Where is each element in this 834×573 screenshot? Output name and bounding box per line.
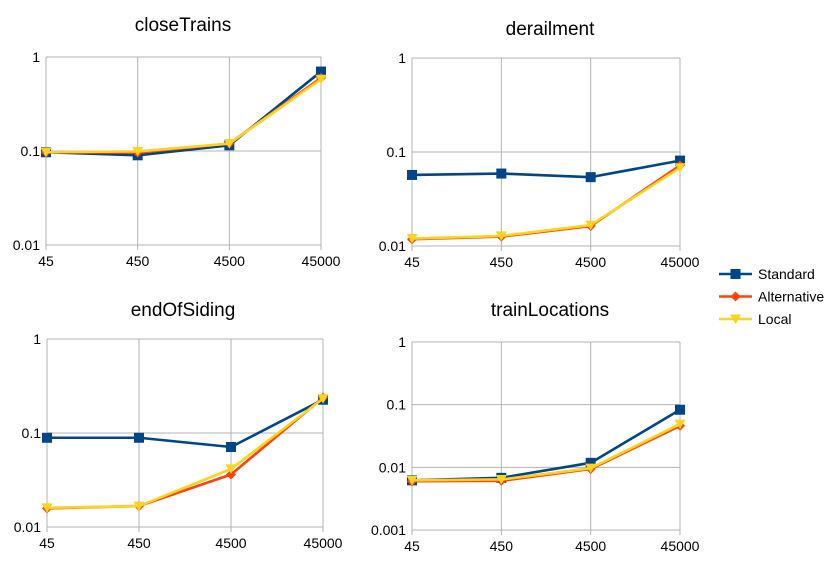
data-point (315, 74, 327, 85)
y-tick-label: 1 (398, 50, 406, 66)
y-tick-label: 1 (32, 49, 40, 65)
x-tick-label: 45 (38, 253, 54, 269)
data-point (316, 66, 326, 77)
x-tick-label: 4500 (575, 538, 606, 554)
data-point (674, 419, 686, 430)
x-tick-label: 450 (490, 254, 514, 270)
y-tick-label: 0.1 (22, 425, 42, 441)
series-line (47, 398, 324, 449)
data-point (495, 474, 507, 485)
series-line (411, 159, 681, 179)
x-tick-label: 4500 (215, 535, 246, 551)
x-tick-label: 4500 (214, 253, 245, 269)
y-tick-label: 1 (33, 331, 41, 347)
data-point (42, 432, 52, 443)
panel-title: derailment (506, 19, 595, 40)
legend-marker (730, 314, 741, 324)
legend-marker (730, 291, 741, 302)
panel-title: closeTrains (135, 15, 231, 36)
data-point (132, 146, 144, 157)
series-line (45, 78, 322, 154)
data-point (585, 172, 596, 183)
data-point (406, 475, 418, 486)
y-tick-label: 0.1 (387, 397, 407, 413)
y-tick-label: 0.01 (379, 459, 406, 475)
legend-marker (730, 269, 741, 279)
series-local (406, 419, 686, 486)
x-tick-label: 450 (127, 535, 151, 551)
panel-title: trainLocations (491, 300, 609, 321)
series-line (46, 397, 324, 510)
data-point (226, 469, 236, 480)
series-line (45, 76, 322, 154)
x-tick-label: 4500 (575, 254, 606, 270)
series-local (41, 394, 329, 513)
data-point (317, 394, 329, 404)
y-tick-label: 0.1 (387, 144, 407, 160)
y-tick-label: 0.001 (371, 522, 406, 538)
legend-label: Local (758, 311, 791, 327)
data-point (585, 463, 597, 474)
x-tick-label: 45 (39, 535, 55, 551)
y-tick-label: 0.1 (21, 143, 41, 159)
data-point (674, 163, 686, 173)
data-point (223, 139, 235, 149)
y-tick-label: 0.01 (14, 519, 41, 535)
data-point (225, 464, 237, 474)
x-tick-label: 45000 (661, 254, 700, 270)
data-point (133, 501, 145, 512)
series-local (406, 163, 686, 244)
series-local (40, 74, 327, 158)
data-point (407, 169, 417, 180)
series-alternative (42, 392, 328, 514)
x-tick-label: 450 (126, 253, 150, 269)
x-tick-label: 45 (404, 538, 420, 554)
series-line (45, 70, 322, 157)
legend-item-local: Local (719, 311, 791, 327)
data-point (406, 234, 418, 244)
data-point (41, 503, 53, 513)
series-line (411, 422, 681, 482)
data-point (496, 168, 507, 179)
series-line (46, 396, 324, 510)
legend-label: Standard (758, 266, 815, 282)
y-tick-label: 0.01 (13, 237, 40, 253)
legend-label: Alternative (758, 289, 824, 305)
series-line (411, 166, 681, 240)
data-point (226, 441, 236, 452)
data-point (495, 231, 507, 241)
data-point (134, 432, 144, 443)
panel-derailment: derailment 0.01 0.1 1 45 450 4500 45000 (379, 19, 700, 270)
data-point (585, 220, 597, 231)
series-standard (407, 155, 685, 183)
panel-title: endOfSiding (131, 300, 236, 321)
data-point (675, 404, 685, 415)
panel-closetrains: closeTrains 0.01 0.1 1 45 450 4500 45000 (13, 15, 341, 269)
legend-item-standard: Standard (719, 266, 815, 282)
series-standard (42, 394, 328, 452)
x-tick-label: 450 (490, 538, 514, 554)
y-tick-label: 1 (398, 334, 406, 350)
x-tick-label: 45000 (304, 535, 343, 551)
x-tick-label: 45000 (661, 538, 700, 554)
y-tick-label: 0.01 (379, 238, 406, 254)
chart-legend: Standard Alternative Local (719, 266, 824, 327)
x-tick-label: 45 (404, 254, 420, 270)
data-point (585, 457, 596, 468)
data-point (40, 147, 52, 158)
legend-item-alternative: Alternative (719, 289, 824, 305)
x-tick-label: 45000 (302, 253, 341, 269)
series-alternative (41, 72, 326, 158)
panel-trainlocations: trainLocations 0.001 0.01 0.1 1 45 450 4500 4500… (371, 300, 700, 554)
panel-endofsiding: endOfSiding 0.01 0.1 1 45 450 4500 45000 (14, 300, 343, 551)
